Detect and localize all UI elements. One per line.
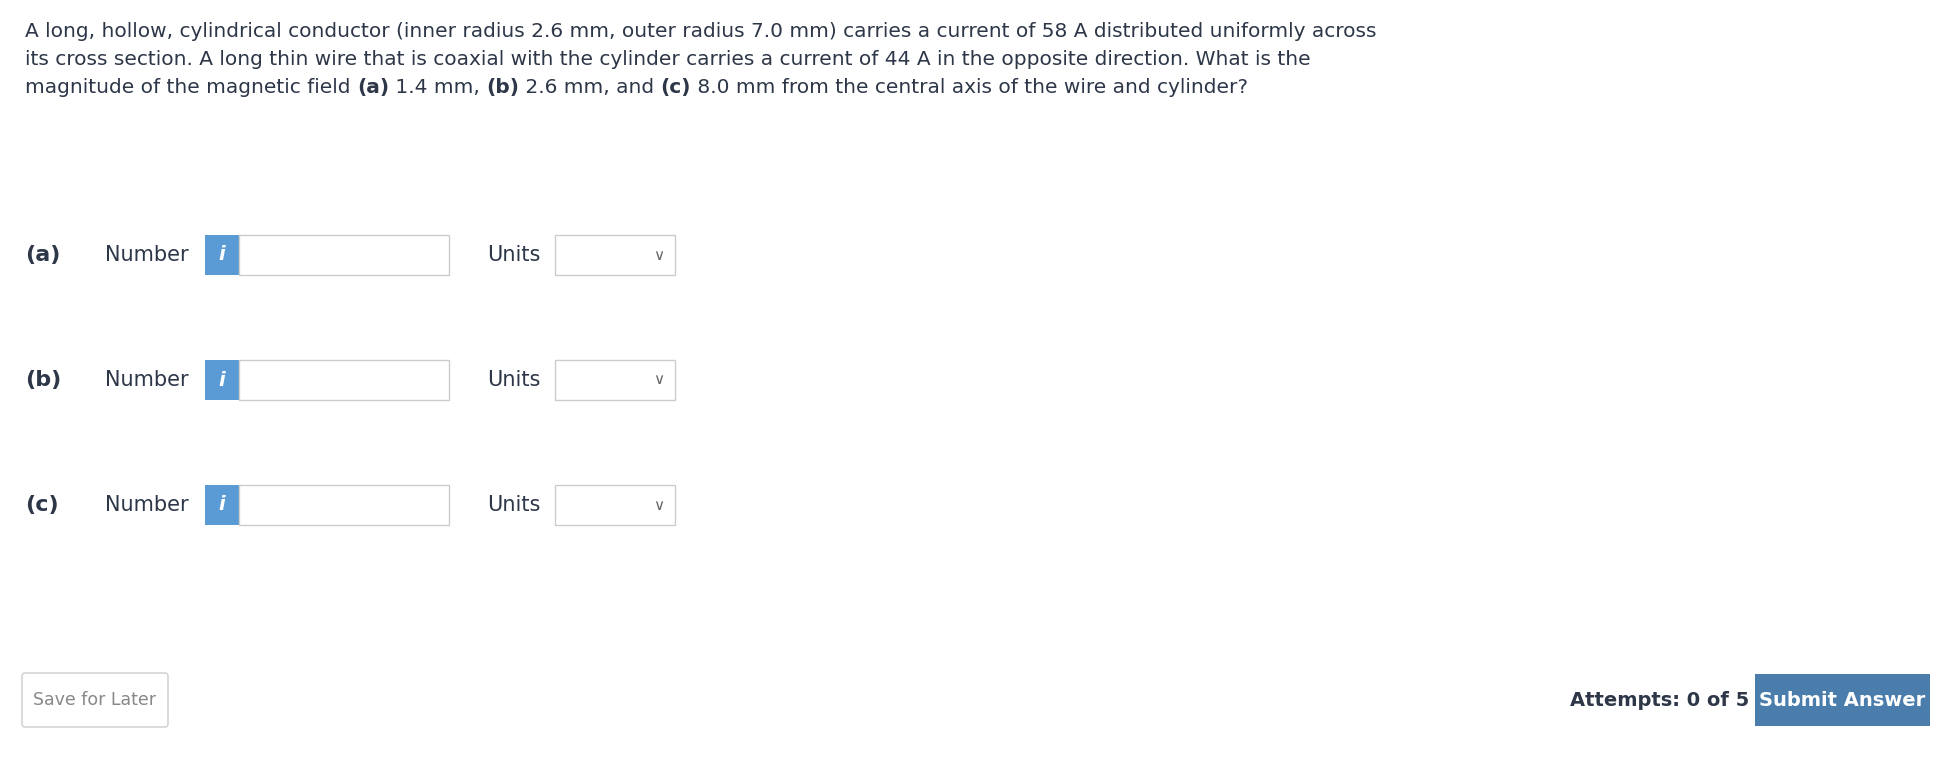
Text: Units: Units (486, 245, 541, 265)
Text: i: i (219, 370, 225, 389)
Text: (a): (a) (25, 245, 60, 265)
FancyBboxPatch shape (205, 235, 238, 275)
Text: Units: Units (486, 370, 541, 390)
Text: ∨: ∨ (653, 498, 665, 512)
Text: 1.4 mm,: 1.4 mm, (390, 78, 486, 97)
Text: Number: Number (105, 495, 188, 515)
FancyBboxPatch shape (554, 235, 674, 275)
Text: Number: Number (105, 245, 188, 265)
Text: i: i (219, 246, 225, 264)
Text: magnitude of the magnetic field: magnitude of the magnetic field (25, 78, 357, 97)
Text: (b): (b) (486, 78, 519, 97)
Text: its cross section. A long thin wire that is coaxial with the cylinder carries a : its cross section. A long thin wire that… (25, 50, 1310, 69)
Text: Number: Number (105, 370, 188, 390)
Text: 2.6 mm, and: 2.6 mm, and (519, 78, 661, 97)
FancyBboxPatch shape (238, 485, 450, 525)
Text: (b): (b) (25, 370, 62, 390)
FancyBboxPatch shape (238, 235, 450, 275)
FancyBboxPatch shape (554, 485, 674, 525)
Text: (c): (c) (661, 78, 692, 97)
FancyBboxPatch shape (238, 360, 450, 400)
Text: Units: Units (486, 495, 541, 515)
Text: Submit Answer: Submit Answer (1760, 690, 1926, 710)
FancyBboxPatch shape (1756, 674, 1930, 726)
Text: Save for Later: Save for Later (33, 691, 157, 709)
Text: (a): (a) (357, 78, 390, 97)
Text: i: i (219, 495, 225, 515)
FancyBboxPatch shape (21, 673, 169, 727)
Text: (c): (c) (25, 495, 58, 515)
Text: Attempts: 0 of 5 used: Attempts: 0 of 5 used (1570, 690, 1808, 710)
Text: ∨: ∨ (653, 372, 665, 388)
FancyBboxPatch shape (205, 360, 238, 400)
FancyBboxPatch shape (205, 485, 238, 525)
Text: ∨: ∨ (653, 247, 665, 263)
Text: A long, hollow, cylindrical conductor (inner radius 2.6 mm, outer radius 7.0 mm): A long, hollow, cylindrical conductor (i… (25, 22, 1376, 41)
FancyBboxPatch shape (554, 360, 674, 400)
Text: 8.0 mm from the central axis of the wire and cylinder?: 8.0 mm from the central axis of the wire… (692, 78, 1248, 97)
